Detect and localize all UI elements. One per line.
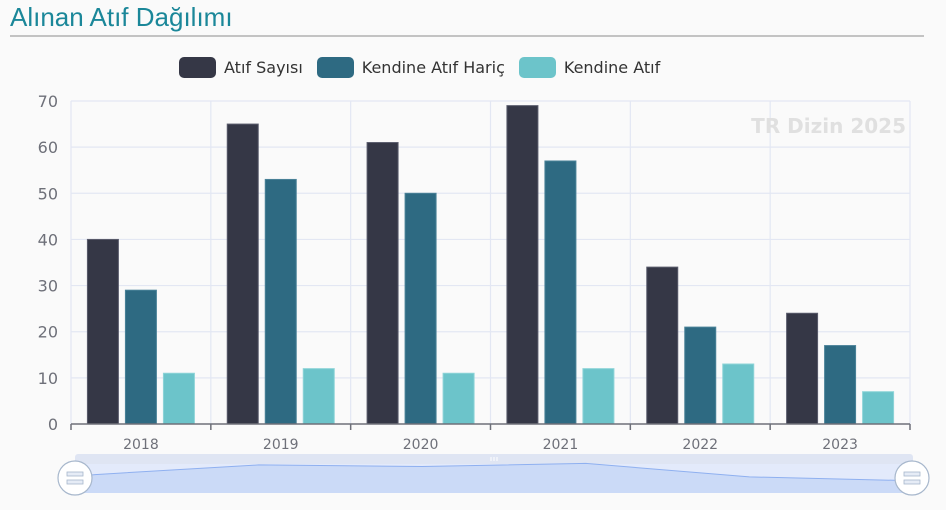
bar-2018-1[interactable] — [124, 289, 157, 425]
bar-2023-2[interactable] — [862, 391, 895, 425]
bar-2020-1[interactable] — [404, 192, 437, 425]
chart-bars — [86, 105, 895, 425]
bar-2021-2[interactable] — [582, 368, 615, 425]
handle-grip-icon — [903, 471, 921, 477]
legend-label: Kendine Atıf Hariç — [361, 57, 505, 77]
bar-2022-2[interactable] — [722, 363, 755, 425]
bar-2021-0[interactable] — [506, 105, 539, 425]
legend-item-kendine-atif-haric[interactable]: Kendine Atıf Hariç — [316, 56, 505, 78]
legend-swatch-icon — [316, 56, 354, 78]
bar-2019-1[interactable] — [264, 178, 297, 425]
x-tick-label: 2018 — [123, 437, 159, 453]
handle-grip-icon — [66, 479, 84, 485]
bar-2019-2[interactable] — [302, 368, 335, 425]
legend-label: Kendine Atıf — [563, 57, 661, 77]
datazoom-left-handle[interactable] — [57, 460, 93, 496]
bar-2023-0[interactable] — [786, 312, 819, 425]
handle-grip-icon — [903, 479, 921, 485]
y-tick-label: 50 — [38, 184, 58, 203]
y-tick-label: 0 — [48, 415, 58, 434]
bar-2021-1[interactable] — [544, 160, 577, 425]
bar-2023-1[interactable] — [824, 345, 857, 425]
bar-2022-1[interactable] — [684, 326, 717, 425]
datazoom-slider[interactable] — [57, 454, 930, 496]
bar-2018-0[interactable] — [86, 238, 119, 425]
y-tick-label: 60 — [38, 138, 58, 157]
page-title: Alınan Atıf Dağılımı — [10, 2, 233, 32]
x-tick-label: 2019 — [263, 437, 299, 453]
chart-grid — [70, 100, 911, 424]
handle-grip-icon — [66, 471, 84, 477]
title-divider — [10, 35, 924, 37]
datazoom-right-handle[interactable] — [894, 460, 930, 496]
x-tick-label: 2022 — [682, 437, 718, 453]
legend-item-atif-sayisi[interactable]: Atıf Sayısı — [179, 56, 303, 78]
chart-legend: Atıf Sayısı Kendine Atıf Hariç Kendine A… — [179, 56, 674, 78]
watermark: TR Dizin 2025 — [751, 114, 906, 138]
bar-2022-0[interactable] — [646, 266, 679, 425]
legend-label: Atıf Sayısı — [224, 57, 303, 77]
y-tick-label: 40 — [38, 230, 58, 249]
bar-2020-2[interactable] — [442, 372, 475, 425]
y-tick-label: 30 — [38, 277, 58, 296]
legend-swatch-icon — [179, 56, 216, 78]
y-tick-label: 10 — [38, 369, 58, 388]
y-tick-label: 70 — [38, 92, 58, 111]
legend-swatch-icon — [518, 56, 556, 78]
datazoom-area — [75, 463, 913, 493]
bar-2019-0[interactable] — [226, 123, 259, 425]
x-tick-label: 2023 — [822, 437, 858, 453]
datazoom-line — [74, 462, 914, 482]
y-tick-label: 20 — [38, 323, 58, 342]
x-tick-label: 2020 — [403, 437, 439, 453]
bar-2020-0[interactable] — [366, 142, 399, 425]
legend-item-kendine-atif[interactable]: Kendine Atıf — [518, 56, 661, 78]
bar-2018-2[interactable] — [162, 372, 195, 425]
x-tick-label: 2021 — [543, 437, 579, 453]
chart-axes: 0 10 20 30 40 50 60 70 2018 2019 2020 2021 2022 2023 — [38, 92, 911, 453]
